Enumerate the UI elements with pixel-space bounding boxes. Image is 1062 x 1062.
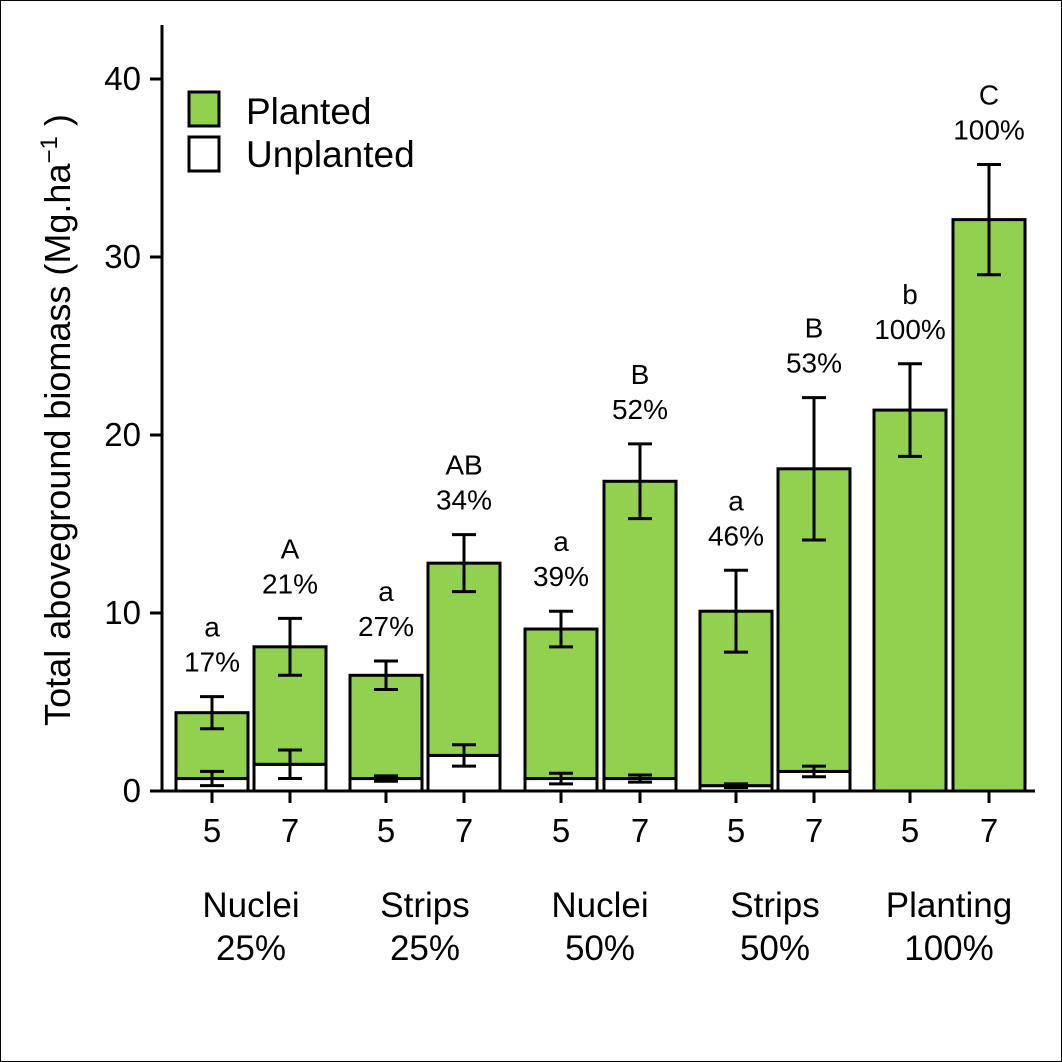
group-label-line1: Nuclei	[551, 886, 648, 925]
error-bar-total	[374, 659, 398, 692]
bar-planted	[426, 561, 502, 757]
percent-label: 100%	[874, 314, 946, 345]
percent-label: 21%	[262, 568, 318, 599]
y-tick-label: 0	[123, 772, 141, 809]
error-bar-total	[802, 396, 826, 542]
group-label-line1: Planting	[886, 886, 1012, 925]
bar-group: a 39%	[523, 526, 599, 793]
group-label-line2: 25%	[390, 929, 460, 968]
legend-label-unplanted: Unplanted	[246, 134, 415, 175]
x-category-label: 5	[377, 812, 395, 849]
bar-group: a 27%	[348, 576, 424, 793]
error-bar-unplanted	[802, 764, 826, 779]
bar-planted	[602, 479, 678, 781]
error-bar-unplanted	[452, 743, 476, 768]
percent-label: 53%	[786, 348, 842, 379]
y-axis-title-superscript: −1	[36, 136, 63, 163]
bar-group: B 52%	[602, 359, 678, 793]
bars-layer: a 17% A 21% a 27% AB 34% a 39% B 52% a 46% B 53% b 100% C 1…	[174, 79, 1027, 793]
bar-group: AB 34%	[426, 450, 502, 793]
percent-label: 34%	[436, 485, 492, 516]
group-label-line2: 50%	[565, 929, 635, 968]
group-label-line1: Strips	[730, 886, 819, 925]
bar-group: A 21%	[252, 533, 328, 793]
significance-letter: a	[204, 612, 220, 643]
y-axis-title-close: )	[37, 114, 78, 136]
x-category-label: 5	[552, 812, 570, 849]
significance-letter: b	[902, 279, 918, 310]
error-bar-unplanted	[278, 748, 302, 781]
x-category-label: 7	[631, 812, 649, 849]
legend-label-planted: Planted	[246, 91, 372, 132]
group-label-line2: 25%	[216, 929, 286, 968]
x-category-label: 7	[980, 812, 998, 849]
bar-planted	[872, 408, 948, 793]
significance-letter: C	[979, 79, 999, 110]
legend-swatch-unplanted	[187, 135, 221, 173]
error-bar-total	[977, 162, 1001, 277]
error-bar-unplanted	[200, 769, 224, 788]
percent-label: 17%	[184, 647, 240, 678]
x-category-label: 7	[281, 812, 299, 849]
legend-swatch-planted	[187, 90, 221, 128]
percent-label: 52%	[612, 394, 668, 425]
bar-group: C 100%	[951, 79, 1027, 793]
significance-letter: A	[281, 533, 300, 564]
group-label-line2: 100%	[904, 929, 994, 968]
significance-letter: B	[631, 359, 650, 390]
percent-label: 100%	[953, 114, 1025, 145]
significance-letter: a	[378, 576, 394, 607]
percent-label: 39%	[533, 561, 589, 592]
y-tick-label: 20	[104, 416, 141, 453]
percent-label: 46%	[708, 520, 764, 551]
y-tick-label: 40	[104, 60, 141, 97]
axes: 0 10 20 30 40 5 7 5 7 5 7 5 7 5 7 Nuclei 25% Strips 25% Nuc…	[104, 25, 1035, 968]
error-bar-total	[549, 609, 573, 649]
error-bar-unplanted	[628, 773, 652, 784]
bar-planted	[523, 627, 599, 781]
x-category-label: 5	[727, 812, 745, 849]
group-label-line1: Strips	[380, 886, 469, 925]
group-label-line2: 50%	[740, 929, 810, 968]
legend: Planted Unplanted	[187, 90, 415, 175]
error-bar-unplanted	[724, 782, 748, 789]
bar-planted	[951, 218, 1027, 793]
bar-group: b 100%	[872, 279, 948, 793]
bar-group: a 46%	[698, 485, 774, 793]
error-bar-total	[278, 616, 302, 677]
percent-label: 27%	[358, 611, 414, 642]
significance-letter: AB	[445, 450, 482, 481]
error-bar-total	[628, 442, 652, 521]
y-axis-title: Total aboveground biomass (Mg.ha−1 )	[36, 114, 78, 726]
y-axis-title-text: Total aboveground biomass (Mg.ha−1 )	[36, 114, 78, 726]
y-tick-label: 10	[104, 594, 141, 631]
y-tick-label: 30	[104, 238, 141, 275]
x-category-label: 7	[455, 812, 473, 849]
significance-letter: a	[553, 526, 569, 557]
x-category-label: 5	[901, 812, 919, 849]
x-category-label: 7	[805, 812, 823, 849]
significance-letter: a	[728, 485, 744, 516]
error-bar-total	[898, 362, 922, 458]
error-bar-unplanted	[549, 771, 573, 786]
significance-letter: B	[805, 313, 824, 344]
group-label-line1: Nuclei	[202, 886, 299, 925]
bar-group: B 53%	[776, 313, 852, 793]
error-bar-unplanted	[374, 774, 398, 783]
error-bar-total	[452, 533, 476, 594]
error-bar-total	[724, 568, 748, 654]
error-bar-total	[200, 695, 224, 731]
x-category-label: 5	[203, 812, 221, 849]
y-axis-title-main: Total aboveground biomass (Mg.ha	[37, 163, 78, 726]
bar-planted	[348, 673, 424, 781]
bar-group: a 17%	[174, 612, 250, 793]
